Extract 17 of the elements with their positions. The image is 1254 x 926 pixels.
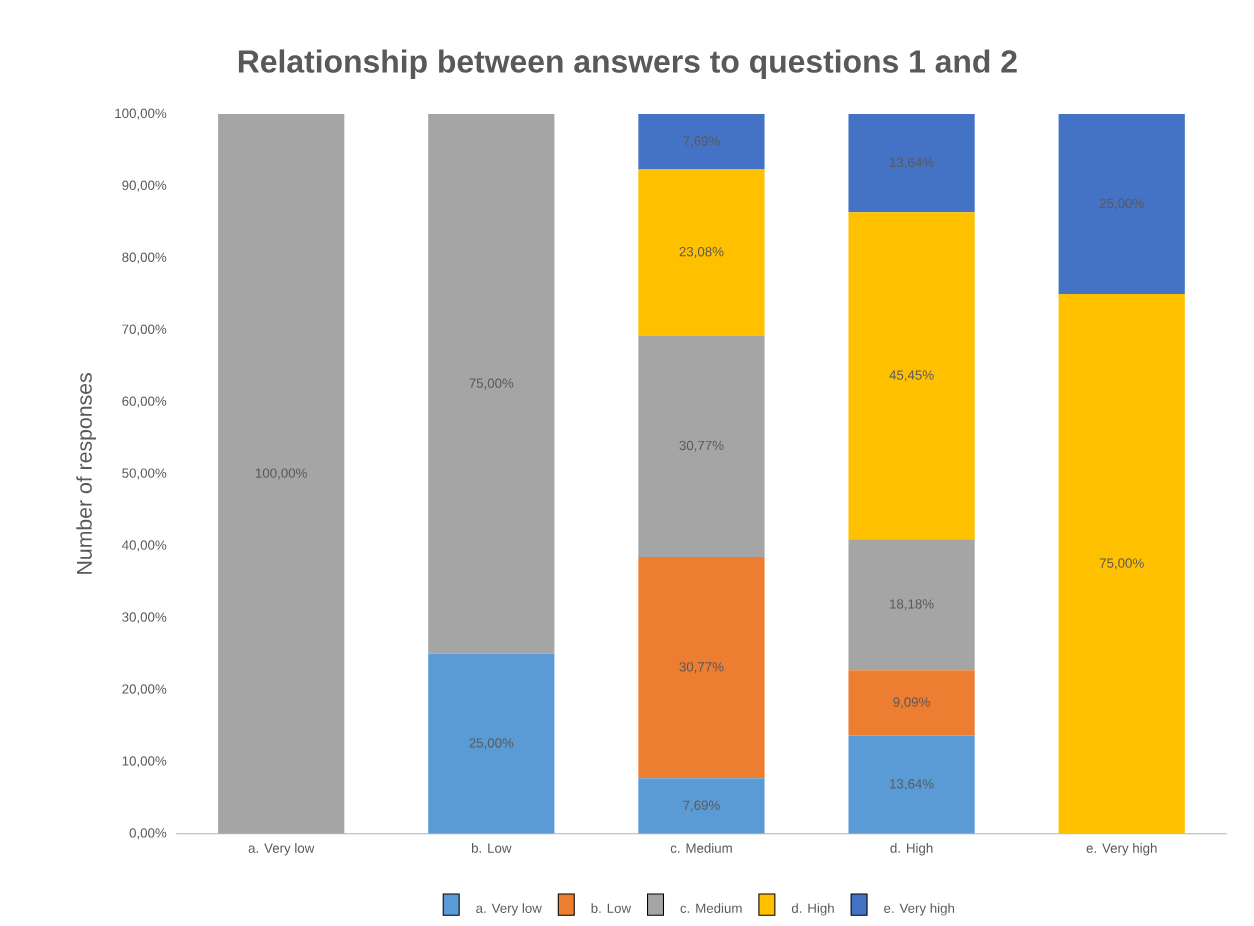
y-axis-title: Number of responses: [76, 373, 97, 574]
bar: [1058, 294, 1185, 834]
bar: [218, 114, 345, 834]
bar: [428, 653, 555, 834]
bar: [638, 335, 765, 557]
bar: [848, 212, 975, 540]
bar: [428, 114, 555, 654]
bar: [1058, 114, 1185, 295]
bar: [848, 539, 975, 671]
bar: [638, 169, 765, 336]
bar: [638, 114, 765, 170]
bar: [848, 735, 975, 834]
bar: [638, 556, 765, 779]
bar: [638, 778, 765, 834]
chart-title: Relationship between answers to questions 1 and 2: [238, 49, 1017, 80]
bar: [848, 114, 975, 213]
bar: [848, 670, 975, 736]
